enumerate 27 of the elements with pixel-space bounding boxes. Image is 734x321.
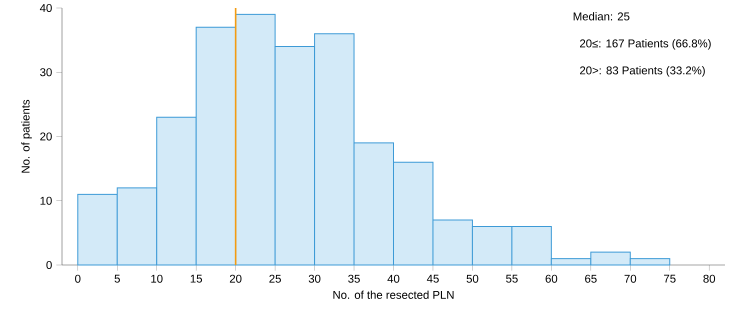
annotation: 20≤: 167 Patients (66.8%) xyxy=(580,39,711,50)
x-tick-label: 0 xyxy=(75,274,80,283)
x-tick-label: 25 xyxy=(269,274,281,283)
x-tick-label: 20 xyxy=(230,274,242,283)
x-tick-label: 15 xyxy=(190,274,202,283)
x-tick-label: 70 xyxy=(624,274,636,283)
x-tick-label: 35 xyxy=(348,274,360,283)
x-tick-label: 80 xyxy=(703,274,716,283)
y-tick-label: 10 xyxy=(40,196,52,205)
x-tick-label: 40 xyxy=(387,274,400,283)
x-tick-label: 65 xyxy=(585,274,597,283)
y-tick-label: 0 xyxy=(46,260,52,270)
y-tick-label: 30 xyxy=(40,68,52,76)
annotation: 20>: 83 Patients (33.2%) xyxy=(580,66,705,77)
x-tick-label: 5 xyxy=(114,274,120,283)
y-tick-label: 40 xyxy=(40,4,52,12)
x-tick-label: 55 xyxy=(506,274,518,283)
x-tick-label: 45 xyxy=(426,274,439,283)
x-tick-label: 30 xyxy=(308,274,320,283)
x-axis-title: No. of the resected PLN xyxy=(333,290,454,299)
x-tick-label: 75 xyxy=(664,274,676,283)
y-tick-label: 20 xyxy=(40,132,52,141)
y-axis-title: No. of patients xyxy=(21,100,32,173)
x-tick-label: 10 xyxy=(151,274,163,283)
annotation: Median: 25 xyxy=(574,12,630,20)
x-tick-label: 60 xyxy=(546,274,558,283)
x-tick-label: 50 xyxy=(466,274,478,283)
